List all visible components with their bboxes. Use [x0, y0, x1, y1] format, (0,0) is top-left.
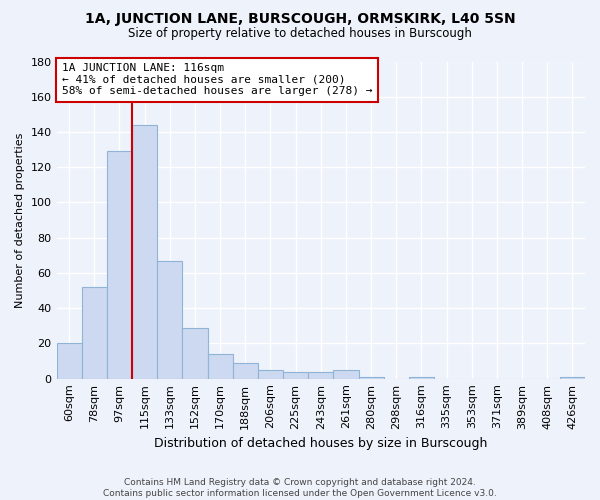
Bar [233, 363, 258, 378]
Text: Contains HM Land Registry data © Crown copyright and database right 2024.
Contai: Contains HM Land Registry data © Crown c… [103, 478, 497, 498]
Bar [132, 125, 157, 378]
Bar [157, 260, 182, 378]
Bar [283, 372, 308, 378]
Bar [107, 152, 132, 378]
Bar [308, 372, 334, 378]
Y-axis label: Number of detached properties: Number of detached properties [15, 132, 25, 308]
Bar [82, 287, 107, 378]
Bar [560, 377, 585, 378]
Bar [56, 344, 82, 378]
Bar [334, 370, 359, 378]
Bar [409, 377, 434, 378]
Text: Size of property relative to detached houses in Burscough: Size of property relative to detached ho… [128, 28, 472, 40]
Bar [208, 354, 233, 378]
Text: 1A JUNCTION LANE: 116sqm
← 41% of detached houses are smaller (200)
58% of semi-: 1A JUNCTION LANE: 116sqm ← 41% of detach… [62, 63, 373, 96]
Bar [182, 328, 208, 378]
Bar [258, 370, 283, 378]
Bar [359, 377, 383, 378]
Text: 1A, JUNCTION LANE, BURSCOUGH, ORMSKIRK, L40 5SN: 1A, JUNCTION LANE, BURSCOUGH, ORMSKIRK, … [85, 12, 515, 26]
X-axis label: Distribution of detached houses by size in Burscough: Distribution of detached houses by size … [154, 437, 487, 450]
